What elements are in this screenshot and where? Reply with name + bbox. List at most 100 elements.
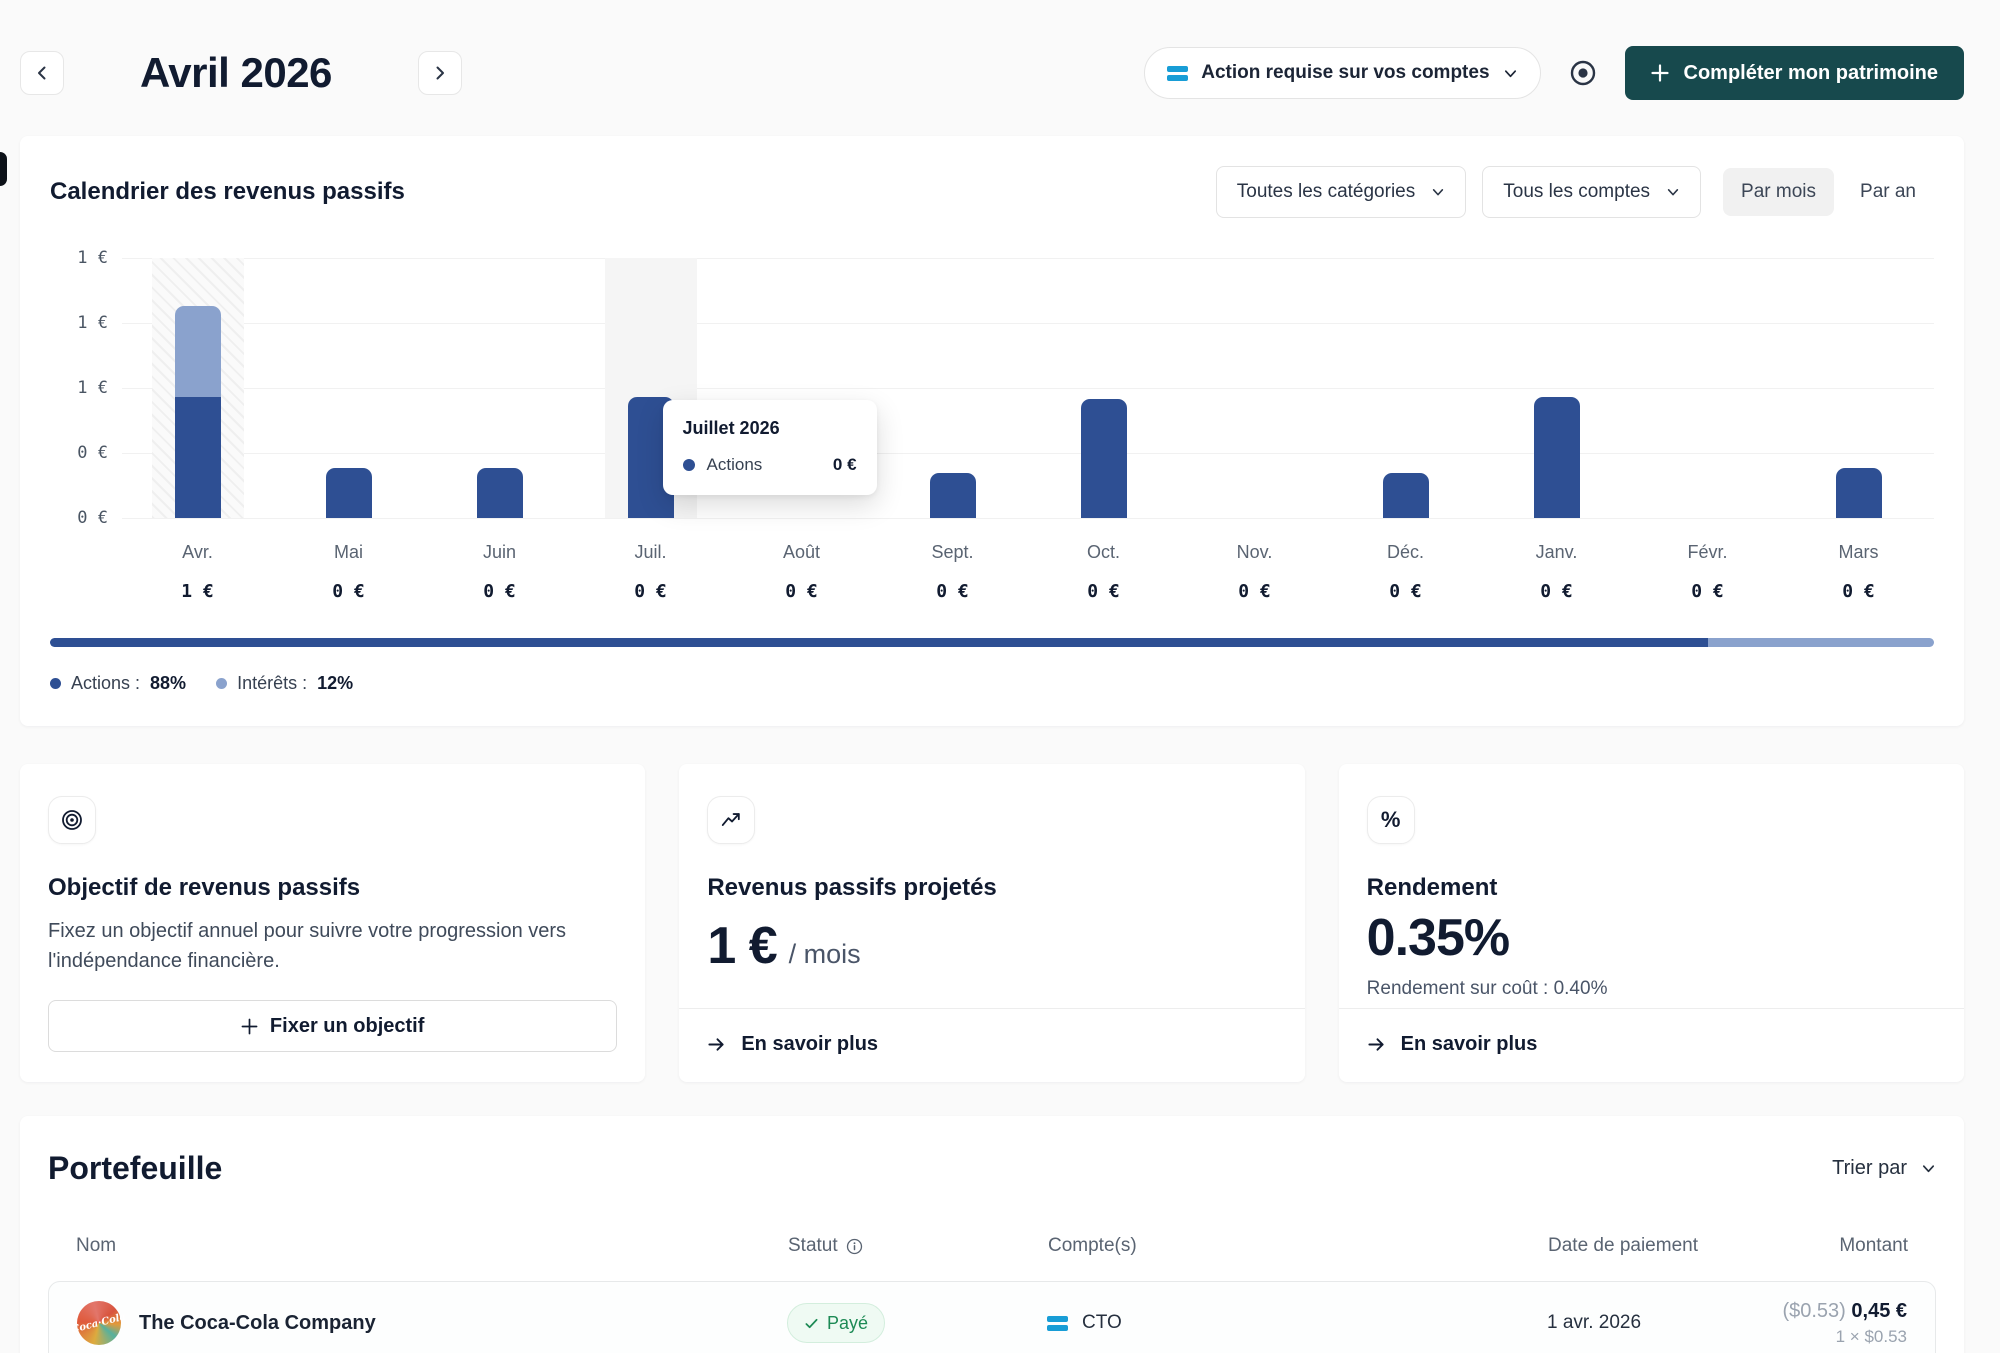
toggle-par-mois[interactable]: Par mois bbox=[1723, 168, 1835, 216]
legend-item: Intérêts : 12% bbox=[216, 673, 353, 694]
x-label-avr: Avr. 1 € bbox=[122, 542, 273, 602]
hide-amounts-button[interactable] bbox=[1567, 57, 1599, 89]
chart-column-oct bbox=[1028, 258, 1179, 518]
gridline bbox=[122, 518, 1934, 519]
projected-income-unit: / mois bbox=[788, 939, 861, 969]
y-tick-label: 0 € bbox=[77, 443, 108, 463]
bar-avr[interactable] bbox=[174, 305, 221, 518]
month-total: 0 € bbox=[785, 581, 818, 602]
chart-legend: Actions : 88% Intérêts : 12% bbox=[50, 673, 1934, 694]
allocation-progress-bar bbox=[50, 638, 1934, 647]
x-label-juil: Juil. 0 € bbox=[575, 542, 726, 602]
table-row[interactable]: Coca·Cola The Coca-Cola Company Payé CTO… bbox=[48, 1281, 1936, 1353]
x-axis-labels: Avr. 1 € Mai 0 € Juin 0 € Juil. 0 € Août 0 € Sept.… bbox=[122, 542, 1934, 602]
column-comptes: Compte(s) bbox=[1048, 1235, 1137, 1256]
objective-card: Objectif de revenus passifs Fixez un obj… bbox=[20, 764, 646, 1082]
eye-icon bbox=[1567, 57, 1599, 89]
legend-dot bbox=[216, 678, 228, 689]
column-montant: Montant bbox=[1839, 1235, 1908, 1256]
month-name: Févr. bbox=[1687, 542, 1728, 562]
chevron-down-icon bbox=[1921, 1161, 1936, 1176]
month-name: Août bbox=[782, 542, 821, 562]
page-title: Avril 2026 bbox=[140, 49, 332, 96]
bar-oct[interactable] bbox=[1080, 398, 1127, 518]
bar-segment-intrts bbox=[174, 305, 221, 397]
status-label: Payé bbox=[827, 1312, 869, 1333]
sort-by-label: Trier par bbox=[1832, 1157, 1907, 1179]
stat-cards-row: Objectif de revenus passifs Fixez un obj… bbox=[20, 764, 1964, 1082]
chevron-down-icon bbox=[1431, 185, 1445, 199]
chart-column-avr bbox=[122, 258, 273, 518]
previous-month-button[interactable] bbox=[20, 51, 64, 95]
accounts-action-required-dropdown[interactable]: Action requise sur vos comptes bbox=[1144, 47, 1541, 99]
x-label-dc: Déc. 0 € bbox=[1330, 542, 1481, 602]
amount-eur: 0,45 € bbox=[1851, 1299, 1907, 1322]
bar-juin[interactable] bbox=[476, 468, 523, 518]
objective-card-description: Fixez un objectif annuel pour suivre vot… bbox=[48, 920, 567, 972]
yield-learn-more-link[interactable]: En savoir plus bbox=[1338, 1008, 1964, 1082]
y-tick-label: 0 € bbox=[77, 508, 108, 528]
chevron-right-icon bbox=[432, 65, 448, 81]
y-axis: 1 € 1 € 1 € 0 € 0 € bbox=[50, 248, 122, 528]
yield-learn-more-label: En savoir plus bbox=[1400, 1033, 1538, 1055]
actions-progress-segment bbox=[50, 638, 1708, 647]
chart-filters: Toutes les catégories Tous les comptes P… bbox=[1215, 166, 1934, 218]
month-name: Janv. bbox=[1535, 542, 1578, 562]
bar-janv[interactable] bbox=[1533, 396, 1580, 518]
set-objective-label: Fixer un objectif bbox=[269, 1014, 425, 1037]
coca-cola-logo: Coca·Cola bbox=[71, 1301, 127, 1345]
accounts-action-label: Action requise sur vos comptes bbox=[1201, 62, 1490, 83]
legend-item: Actions : 88% bbox=[50, 673, 186, 694]
period-toggle: Par mois Par an bbox=[1723, 168, 1934, 216]
month-name: Juin bbox=[482, 542, 517, 562]
arrow-right-icon bbox=[707, 1035, 726, 1054]
info-icon[interactable] bbox=[846, 1238, 863, 1255]
edge-drawer-handle bbox=[0, 152, 7, 186]
chart-column-juin bbox=[424, 258, 575, 518]
bar-sept[interactable] bbox=[929, 472, 976, 518]
chart-title: Calendrier des revenus passifs bbox=[50, 178, 405, 205]
projected-income-value: 1 € bbox=[707, 917, 777, 975]
chart-column-mai bbox=[273, 258, 424, 518]
month-total: 0 € bbox=[936, 581, 969, 602]
month-total: 0 € bbox=[1389, 581, 1422, 602]
tooltip-title: Juillet 2026 bbox=[682, 418, 780, 438]
chart-column-janv bbox=[1481, 258, 1632, 518]
month-total: 0 € bbox=[1087, 581, 1120, 602]
categories-filter-dropdown[interactable]: Toutes les catégories bbox=[1215, 166, 1467, 218]
plus-icon bbox=[241, 1018, 258, 1035]
chart-column-dc bbox=[1330, 258, 1481, 518]
complete-wealth-label: Compléter mon patrimoine bbox=[1683, 61, 1938, 84]
amount-detail: 1 × $0.53 bbox=[1835, 1326, 1907, 1346]
x-label-fvr: Févr. 0 € bbox=[1632, 542, 1783, 602]
toggle-par-an[interactable]: Par an bbox=[1860, 181, 1916, 202]
next-month-button[interactable] bbox=[417, 51, 462, 95]
portfolio-title: Portefeuille bbox=[48, 1150, 223, 1186]
projected-income-card: Revenus passifs projetés 1 € / mois En s… bbox=[679, 764, 1305, 1082]
month-name: Oct. bbox=[1086, 542, 1120, 562]
complete-wealth-button[interactable]: Compléter mon patrimoine bbox=[1624, 46, 1964, 100]
projected-learn-more-link[interactable]: En savoir plus bbox=[679, 1008, 1305, 1082]
check-icon bbox=[804, 1316, 819, 1331]
header-actions: Action requise sur vos comptes Compléter… bbox=[1144, 46, 1964, 100]
accounts-filter-dropdown[interactable]: Tous les comptes bbox=[1482, 166, 1702, 218]
bar-dc[interactable] bbox=[1382, 472, 1429, 518]
set-objective-button[interactable]: Fixer un objectif bbox=[48, 1000, 618, 1052]
bar-segment-actions bbox=[476, 468, 523, 518]
month-name: Sept. bbox=[931, 542, 974, 562]
bar-segment-actions bbox=[174, 396, 221, 518]
account-label: CTO bbox=[1082, 1312, 1122, 1333]
gridline bbox=[122, 453, 1934, 454]
sort-by-dropdown[interactable]: Trier par bbox=[1832, 1157, 1936, 1180]
month-total: 0 € bbox=[634, 581, 667, 602]
chart-tooltip: Juillet 2026 Actions 0 € bbox=[662, 400, 877, 495]
chart-column-nov bbox=[1179, 258, 1330, 518]
bar-mai[interactable] bbox=[325, 468, 372, 518]
plus-icon bbox=[1650, 64, 1669, 82]
gridline bbox=[122, 388, 1934, 389]
bar-mars[interactable] bbox=[1835, 468, 1882, 518]
month-total: 1 € bbox=[181, 581, 214, 602]
month-total: 0 € bbox=[332, 581, 365, 602]
arrow-right-icon bbox=[1367, 1035, 1386, 1054]
x-label-janv: Janv. 0 € bbox=[1481, 542, 1632, 602]
